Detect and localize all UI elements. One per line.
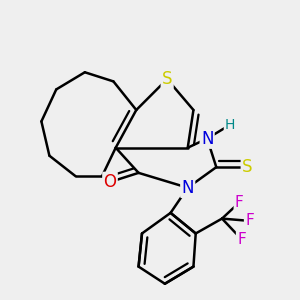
Text: N: N	[201, 130, 213, 148]
Text: S: S	[162, 70, 172, 88]
Text: O: O	[103, 173, 116, 191]
Text: F: F	[245, 213, 254, 228]
Text: H: H	[225, 118, 235, 132]
Text: F: F	[235, 195, 244, 210]
Text: S: S	[242, 158, 252, 176]
Text: F: F	[237, 232, 246, 247]
Text: N: N	[182, 179, 194, 197]
